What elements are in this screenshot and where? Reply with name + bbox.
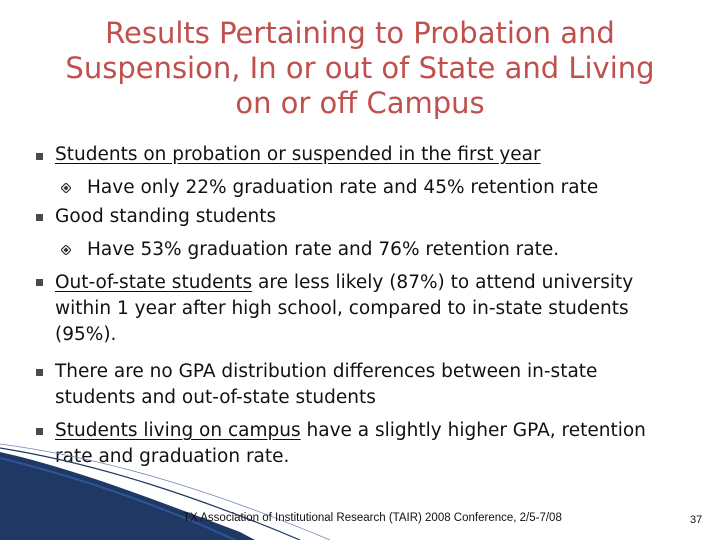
bullet-item: Good standing students xyxy=(55,204,276,230)
diamond-bullet-icon xyxy=(61,245,71,255)
decorative-swoosh xyxy=(0,443,331,540)
bullet-item: There are no GPA distribution difference… xyxy=(55,359,597,411)
footer-source: TX Association of Institutional Research… xyxy=(183,512,562,524)
page-number: 37 xyxy=(690,514,703,526)
bullet-item: Students living on campus have a slightl… xyxy=(55,418,646,470)
bullet-text: have a slightly higher GPA, retention xyxy=(300,420,646,441)
title-line-2: Suspension, In or out of State and Livin… xyxy=(65,51,655,85)
title-line-1: Results Pertaining to Probation and xyxy=(105,16,615,50)
square-bullet-icon xyxy=(36,279,43,286)
bullet-text: Good standing students xyxy=(55,206,277,227)
sub-bullet-item: Have 53% graduation rate and 76% retenti… xyxy=(87,237,559,263)
sub-bullet-text: Have only 22% graduation rate and 45% re… xyxy=(87,177,599,198)
square-bullet-icon xyxy=(36,214,43,221)
diamond-bullet-icon xyxy=(61,183,71,193)
bullet-text-line-1: There are no GPA distribution difference… xyxy=(55,361,598,382)
square-bullet-icon xyxy=(36,369,43,376)
square-bullet-icon xyxy=(36,153,43,160)
bullet-underlined-text: Students living on campus xyxy=(55,420,301,441)
bullet-item: Out-of-state students are less likely (8… xyxy=(55,270,633,348)
bullet-text: are less likely (87%) to attend universi… xyxy=(252,272,634,293)
bullet-text-line-2: students and out-of-state students xyxy=(55,387,376,408)
slide-title: Results Pertaining to Probation and Susp… xyxy=(10,16,710,121)
square-bullet-icon xyxy=(36,428,43,435)
bullet-text-line-3: (95%). xyxy=(55,324,117,345)
sub-bullet-text: Have 53% graduation rate and 76% retenti… xyxy=(87,239,560,260)
title-line-3: on or off Campus xyxy=(235,86,485,120)
bullet-text-line-2: rate and graduation rate. xyxy=(55,446,290,467)
bullet-text: Students on probation or suspended in th… xyxy=(55,144,541,165)
bullet-item: Students on probation or suspended in th… xyxy=(55,142,541,168)
sub-bullet-item: Have only 22% graduation rate and 45% re… xyxy=(87,175,598,201)
bullet-text-line-2: within 1 year after high school, compare… xyxy=(55,298,629,319)
bullet-underlined-text: Out-of-state students xyxy=(55,272,253,293)
